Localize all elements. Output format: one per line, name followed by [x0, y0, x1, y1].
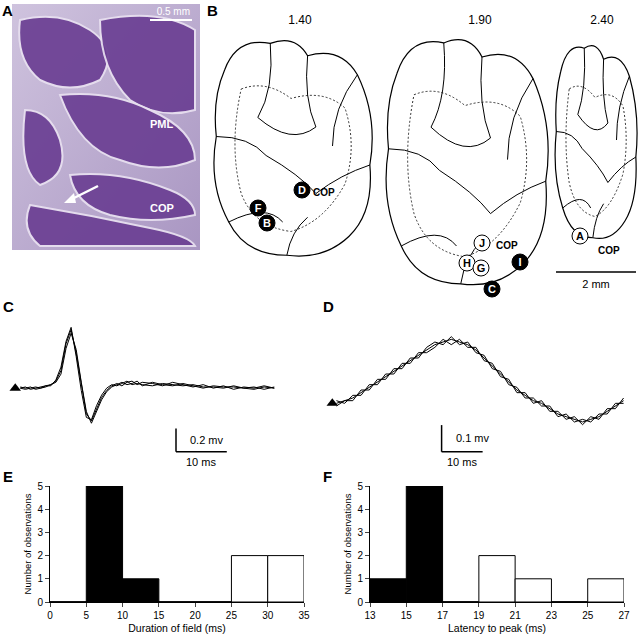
svg-text:0: 0	[37, 597, 43, 608]
svg-text:35: 35	[298, 610, 310, 621]
svg-text:1.40: 1.40	[288, 13, 312, 27]
svg-text:B: B	[263, 217, 271, 229]
svg-text:A: A	[576, 230, 584, 242]
svg-text:COP: COP	[150, 202, 174, 214]
svg-text:COP: COP	[313, 187, 335, 198]
svg-text:17: 17	[437, 610, 449, 621]
svg-text:23: 23	[546, 610, 558, 621]
svg-text:19: 19	[473, 610, 485, 621]
svg-text:I: I	[518, 256, 521, 268]
svg-text:B: B	[207, 2, 218, 19]
svg-text:2: 2	[37, 550, 43, 561]
svg-text:20: 20	[190, 610, 202, 621]
svg-text:Number of observations: Number of observations	[22, 493, 33, 594]
svg-text:10 ms: 10 ms	[447, 456, 477, 468]
svg-text:5: 5	[357, 481, 363, 492]
svg-text:3: 3	[357, 527, 363, 538]
svg-text:21: 21	[510, 610, 522, 621]
svg-text:4: 4	[357, 504, 363, 515]
svg-text:3: 3	[37, 527, 43, 538]
svg-text:PML: PML	[150, 118, 174, 130]
svg-text:J: J	[479, 237, 485, 249]
svg-text:2 mm: 2 mm	[582, 278, 610, 290]
svg-text:C: C	[488, 283, 496, 295]
svg-text:27: 27	[618, 610, 630, 621]
svg-text:0.5 mm: 0.5 mm	[157, 6, 190, 17]
svg-text:1: 1	[357, 573, 363, 584]
svg-text:25: 25	[226, 610, 238, 621]
svg-text:COP: COP	[598, 245, 620, 256]
svg-text:F: F	[255, 202, 262, 214]
svg-text:COP: COP	[496, 240, 518, 251]
svg-text:1.90: 1.90	[468, 13, 492, 27]
svg-text:10: 10	[117, 610, 129, 621]
svg-text:4: 4	[37, 504, 43, 515]
svg-text:15: 15	[401, 610, 413, 621]
svg-text:0.2 mv: 0.2 mv	[190, 434, 224, 446]
svg-text:25: 25	[582, 610, 594, 621]
svg-text:D: D	[298, 184, 306, 196]
svg-text:Number of observations: Number of observations	[342, 493, 353, 594]
svg-text:2: 2	[357, 550, 363, 561]
svg-text:G: G	[477, 262, 486, 274]
svg-text:30: 30	[262, 610, 274, 621]
svg-text:1: 1	[37, 573, 43, 584]
html-text:E: E	[3, 468, 13, 485]
html-text:C: C	[3, 298, 14, 315]
html-text:D: D	[323, 298, 334, 315]
svg-text:2.40: 2.40	[590, 13, 614, 27]
svg-text:13: 13	[364, 610, 376, 621]
svg-text:10 ms: 10 ms	[186, 456, 216, 468]
svg-text:0.1 mv: 0.1 mv	[456, 432, 490, 444]
svg-text:Duration of field (ms): Duration of field (ms)	[128, 622, 225, 634]
svg-text:A: A	[2, 2, 13, 19]
svg-text:Latency to peak (ms): Latency to peak (ms)	[448, 622, 546, 634]
svg-text:5: 5	[37, 481, 43, 492]
html-text:F: F	[323, 468, 333, 485]
svg-text:15: 15	[153, 610, 165, 621]
svg-text:5: 5	[84, 610, 90, 621]
svg-text:H: H	[463, 257, 471, 269]
svg-text:0: 0	[357, 597, 363, 608]
svg-text:0: 0	[47, 610, 53, 621]
